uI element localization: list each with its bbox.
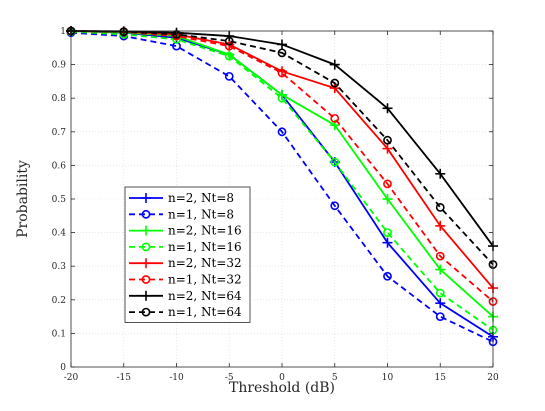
plus-marker bbox=[141, 225, 151, 236]
y-tick-label: 1 bbox=[60, 27, 66, 37]
circle-marker bbox=[224, 71, 234, 81]
legend-item: n=2, Nt=64 bbox=[129, 289, 242, 303]
plus-marker bbox=[435, 264, 446, 275]
plus-marker bbox=[382, 237, 393, 248]
circle-marker bbox=[141, 275, 151, 284]
legend-item: n=2, Nt=16 bbox=[129, 224, 242, 238]
circle-marker bbox=[224, 36, 234, 46]
circle-marker bbox=[330, 201, 340, 211]
x-tick-label: 15 bbox=[435, 373, 447, 383]
legend-label: n=2, Nt=8 bbox=[168, 191, 234, 205]
legend-item: n=1, Nt=64 bbox=[129, 305, 242, 319]
circle-marker bbox=[330, 113, 340, 123]
circle-marker bbox=[330, 157, 340, 167]
circle-marker bbox=[119, 27, 129, 37]
legend-item: n=2, Nt=8 bbox=[129, 191, 234, 205]
plus-marker bbox=[382, 143, 393, 154]
plus-marker bbox=[141, 258, 151, 269]
x-tick-label: -15 bbox=[117, 373, 132, 383]
circle-marker bbox=[277, 127, 287, 137]
legend-item: n=1, Nt=32 bbox=[129, 273, 242, 287]
circle-marker bbox=[435, 251, 445, 261]
y-tick-label: 0.1 bbox=[52, 329, 66, 339]
y-tick-label: 0.3 bbox=[52, 262, 67, 272]
y-axis-label: Probability bbox=[15, 160, 31, 238]
series-line bbox=[70, 30, 494, 331]
circle-marker bbox=[224, 51, 234, 61]
y-tick-label: 0.6 bbox=[52, 161, 67, 171]
legend-label: n=1, Nt=32 bbox=[168, 273, 242, 287]
circle-marker bbox=[383, 179, 392, 189]
circle-marker bbox=[383, 271, 392, 281]
x-tick-label: 5 bbox=[332, 373, 338, 383]
circle-marker bbox=[141, 307, 151, 317]
y-tick-label: 0 bbox=[60, 363, 66, 373]
y-tick-label: 0.7 bbox=[52, 128, 67, 138]
plus-marker bbox=[435, 168, 446, 179]
y-tick-label: 0.2 bbox=[52, 296, 66, 306]
plus-marker bbox=[435, 220, 446, 231]
circle-marker bbox=[224, 41, 234, 51]
y-tick-label: 0.5 bbox=[52, 195, 67, 205]
circle-marker bbox=[277, 68, 287, 78]
legend-label: n=1, Nt=16 bbox=[168, 240, 242, 254]
legend-label: n=1, Nt=64 bbox=[168, 305, 242, 319]
legend-label: n=1, Nt=8 bbox=[168, 207, 234, 221]
circle-marker bbox=[141, 209, 151, 219]
legend-item: n=2, Nt=32 bbox=[129, 256, 242, 270]
circle-marker bbox=[435, 312, 445, 321]
legend-label: n=2, Nt=64 bbox=[168, 289, 242, 303]
legend-label: n=2, Nt=16 bbox=[168, 224, 242, 238]
circle-marker bbox=[435, 202, 445, 212]
x-tick-label: 10 bbox=[382, 373, 394, 383]
axis-ticks: -20 -15 -10 -5 0 5 10 15 20 0 0.1 0.2 0.3 0.4 0.5 0.6 0.… bbox=[52, 27, 499, 383]
plus-marker bbox=[435, 298, 446, 309]
circle-marker bbox=[435, 288, 445, 298]
series-8 bbox=[66, 26, 498, 269]
y-tick-label: 0.8 bbox=[52, 94, 67, 104]
plus-marker bbox=[329, 59, 340, 70]
legend-item: n=1, Nt=16 bbox=[129, 240, 242, 254]
series-line bbox=[70, 30, 494, 266]
legend: n=2, Nt=8 n=1, Nt=8 n=2, Nt=16 n=1, Nt=16 n=… bbox=[124, 186, 251, 323]
circle-marker bbox=[383, 228, 392, 237]
x-tick-label: 0 bbox=[279, 373, 285, 383]
plus-marker bbox=[329, 83, 340, 94]
plus-marker bbox=[141, 290, 151, 301]
circle-marker bbox=[277, 48, 287, 58]
circle-marker bbox=[330, 78, 340, 88]
legend-item: n=1, Nt=8 bbox=[129, 207, 234, 221]
plus-marker bbox=[382, 194, 393, 204]
y-tick-label: 0.9 bbox=[52, 61, 67, 71]
plus-marker bbox=[141, 193, 151, 203]
circle-marker bbox=[277, 93, 287, 103]
y-tick-label: 0.4 bbox=[52, 229, 67, 239]
plus-marker bbox=[382, 103, 393, 114]
x-tick-label: 20 bbox=[487, 373, 499, 383]
x-axis-label: Threshold (dB) bbox=[229, 380, 335, 396]
legend-label: n=2, Nt=32 bbox=[168, 256, 242, 270]
x-tick-label: -10 bbox=[169, 373, 184, 383]
x-tick-label: -5 bbox=[225, 373, 234, 383]
circle-marker bbox=[141, 242, 151, 252]
plus-marker bbox=[277, 39, 287, 50]
series-line bbox=[70, 31, 494, 343]
x-tick-label: -20 bbox=[64, 373, 79, 383]
circle-marker bbox=[383, 135, 392, 145]
